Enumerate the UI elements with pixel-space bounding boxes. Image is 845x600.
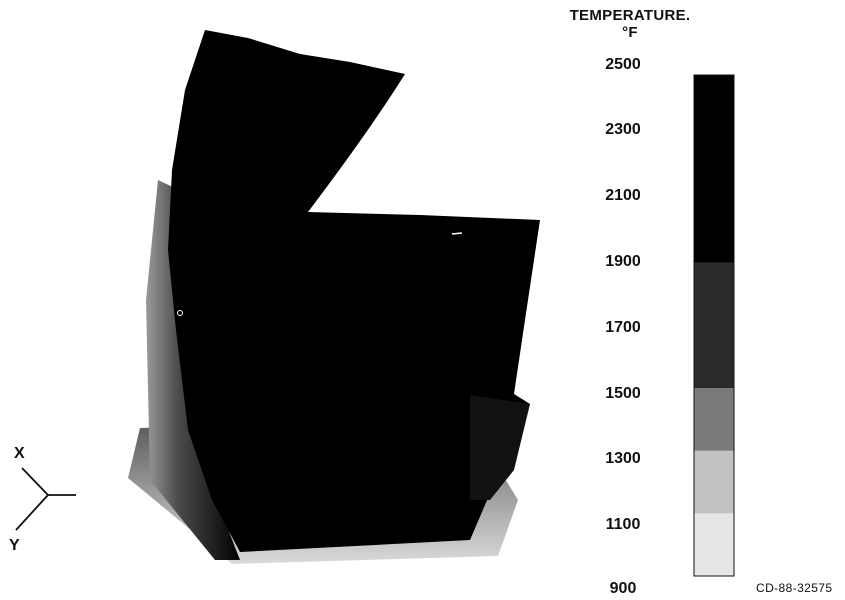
legend-band (694, 513, 734, 576)
axis-triad (15, 467, 76, 531)
y-axis-line (15, 494, 49, 531)
legend-tick-label: 1500 (605, 385, 641, 402)
surface-dash (451, 232, 463, 235)
blade-lower-segment (470, 395, 530, 500)
legend-color-bar (693, 74, 735, 577)
legend-title-unit: °F (622, 24, 638, 41)
legend-tick-label: 1700 (605, 319, 641, 336)
legend-tick-label: 1300 (605, 450, 641, 467)
legend-tick-label: 2300 (605, 121, 641, 138)
surface-marker (177, 310, 183, 316)
x-axis-label: X (14, 445, 25, 462)
legend-band (694, 450, 734, 514)
legend-frame (693, 74, 735, 577)
legend-tick-label: 900 (609, 580, 637, 597)
blade-body (168, 30, 540, 552)
y-axis-label: Y (9, 537, 20, 554)
legend-band (694, 388, 734, 451)
legend-title-main: TEMPERATURE. (569, 7, 691, 24)
legend-band (694, 262, 734, 389)
legend-tick-label: 1100 (605, 516, 641, 533)
legend-title: TEMPERATURE. °F (560, 8, 700, 40)
legend-tick-label: 2500 (605, 56, 641, 73)
legend-tick-label: 1900 (605, 253, 641, 270)
legend-tick-label: 2100 (605, 187, 641, 204)
figure-code: CD-88-32575 (756, 581, 833, 595)
x-axis-line (21, 467, 49, 496)
legend-band (694, 75, 734, 263)
